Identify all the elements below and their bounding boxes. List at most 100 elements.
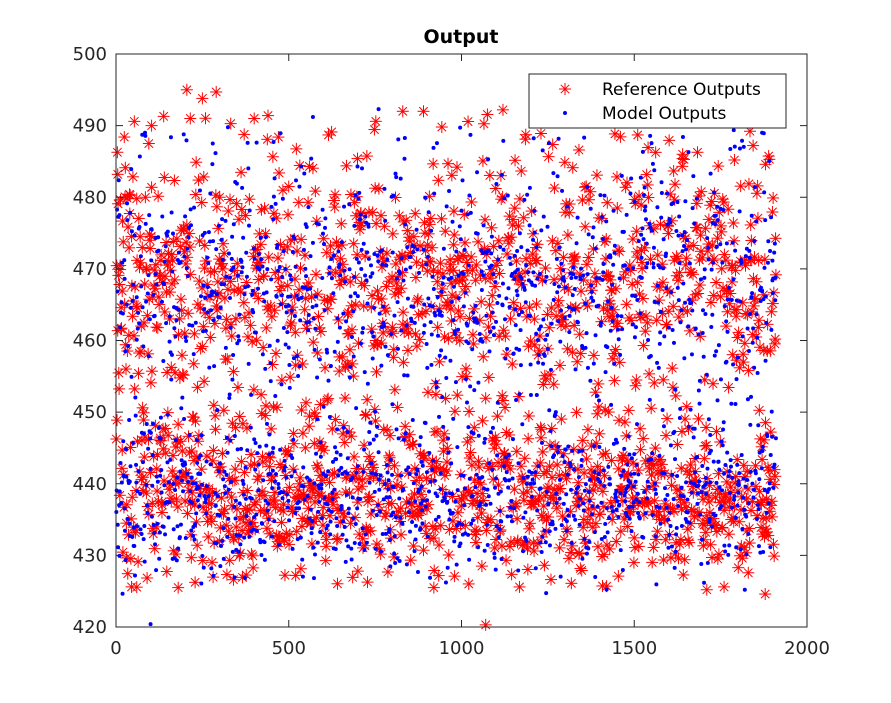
reference-point-d2 <box>133 557 143 567</box>
reference-point <box>123 241 136 254</box>
reference-point-d2 <box>151 322 161 332</box>
reference-point-d2 <box>163 430 173 440</box>
reference-point-d2 <box>197 197 207 208</box>
reference-point-d2 <box>180 496 190 506</box>
reference-point-d2 <box>209 400 219 410</box>
reference-point <box>142 433 155 446</box>
reference-point-d2 <box>130 384 140 394</box>
reference-point-d2 <box>134 213 144 223</box>
reference-point-d2 <box>139 452 149 462</box>
reference-point-d2 <box>208 445 218 455</box>
reference-point <box>163 286 176 299</box>
reference-point-d2 <box>226 492 236 502</box>
reference-point-d2 <box>147 182 157 192</box>
reference-point-d2 <box>194 276 204 286</box>
reference-point-d2 <box>136 346 146 356</box>
reference-point-d2 <box>177 446 187 456</box>
reference-point-d2 <box>211 301 222 311</box>
reference-point <box>145 365 158 378</box>
reference-point-d2 <box>118 216 128 226</box>
reference-point-d2 <box>120 163 130 173</box>
reference-point-d2 <box>200 113 211 123</box>
reference-point-d2 <box>166 362 176 372</box>
reference-point <box>128 382 141 395</box>
reference-point-d2 <box>212 202 222 212</box>
reference-point-d2 <box>199 376 209 386</box>
reference-point-d2 <box>151 260 161 270</box>
reference-point-d2 <box>202 279 212 289</box>
reference-point-d2 <box>129 116 139 126</box>
reference-point <box>207 399 220 412</box>
reference-point-d2 <box>174 472 184 483</box>
reference-point-d2 <box>161 237 171 248</box>
reference-point-d2 <box>130 282 140 292</box>
reference-point <box>207 444 220 457</box>
reference-point-d2 <box>219 405 229 415</box>
reference-point <box>116 285 129 298</box>
reference-point <box>192 174 205 187</box>
reference-point-d2 <box>145 467 156 478</box>
reference-point <box>190 156 203 169</box>
reference-point <box>126 491 139 504</box>
reference-point-d2 <box>163 408 173 418</box>
reference-point <box>118 131 131 144</box>
reference-point-d2 <box>169 471 179 481</box>
reference-point <box>189 415 202 428</box>
reference-point-d2 <box>182 252 192 262</box>
reference-point-d2 <box>142 573 152 583</box>
reference-point-d2 <box>169 175 179 186</box>
reference-point <box>157 110 170 123</box>
reference-point <box>152 190 165 203</box>
reference-point-d2 <box>159 476 169 486</box>
data-points <box>110 83 782 631</box>
reference-point <box>258 202 271 215</box>
reference-point-d2 <box>198 502 208 512</box>
reference-point <box>181 507 194 520</box>
reference-point-d2 <box>141 488 151 498</box>
reference-point <box>132 555 145 568</box>
reference-point <box>317 444 330 457</box>
reference-point-d2 <box>121 364 131 374</box>
reference-point-d2 <box>146 231 156 241</box>
reference-point <box>141 571 154 584</box>
reference-point <box>210 200 223 213</box>
reference-point-d2 <box>165 287 175 297</box>
reference-point <box>169 441 182 454</box>
reference-point-d2 <box>171 442 181 452</box>
reference-point-d2 <box>180 328 190 338</box>
reference-point <box>447 238 460 251</box>
reference-point <box>191 539 204 552</box>
reference-point <box>128 115 141 128</box>
reference-point-d2 <box>162 367 172 378</box>
reference-point-d2 <box>228 367 239 377</box>
reference-point-d2 <box>219 248 229 258</box>
reference-point-d2 <box>210 318 220 328</box>
reference-point <box>231 381 244 394</box>
reference-point-d2 <box>124 243 134 253</box>
reference-point-d2 <box>200 240 210 251</box>
reference-point-d2 <box>153 323 163 333</box>
reference-point-d2 <box>214 254 224 264</box>
reference-point <box>136 241 149 254</box>
reference-point-d2 <box>172 234 182 244</box>
reference-point-d2 <box>112 147 122 157</box>
reference-point-d2 <box>162 566 172 577</box>
reference-point-d2 <box>206 499 216 509</box>
reference-point <box>243 193 256 206</box>
reference-point-d2 <box>112 415 122 425</box>
reference-point-d2 <box>139 318 149 328</box>
reference-point <box>168 174 181 187</box>
reference-point-d2 <box>179 370 189 380</box>
reference-point-d2 <box>177 350 187 360</box>
reference-point <box>168 273 181 286</box>
reference-point-d2 <box>187 446 197 456</box>
reference-point-d2 <box>142 311 152 321</box>
reference-point <box>175 349 188 362</box>
reference-point-d2 <box>138 472 148 482</box>
reference-point <box>225 318 238 331</box>
reference-point <box>221 353 234 366</box>
reference-point-d2 <box>150 284 160 294</box>
reference-point-d2 <box>156 250 166 260</box>
reference-point <box>432 174 445 187</box>
reference-point <box>145 181 158 194</box>
